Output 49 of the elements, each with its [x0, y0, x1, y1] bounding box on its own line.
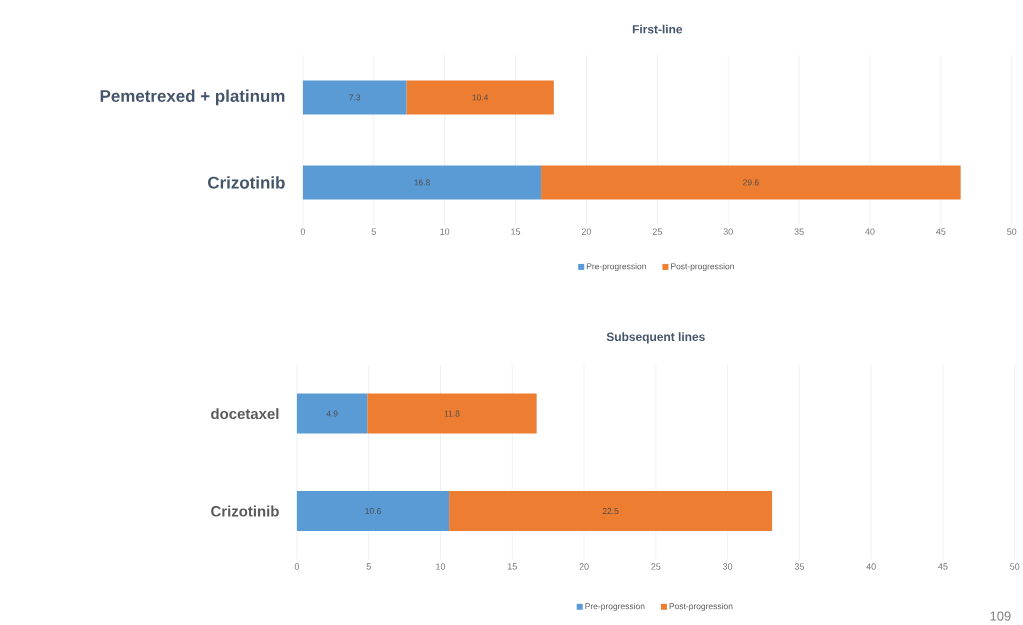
x-tick-label: 40	[866, 563, 876, 570]
x-tick-label: 20	[579, 563, 589, 570]
chart-title: First-line	[632, 24, 683, 34]
bar	[302, 80, 407, 115]
x-tick-label: 35	[794, 563, 804, 570]
data-label: 7.3	[349, 94, 361, 101]
y-tick-label: docetaxel	[211, 408, 279, 420]
x-tick-label: 10	[440, 228, 450, 235]
bar	[406, 80, 554, 115]
legend-label: Pre-progression	[585, 603, 645, 611]
x-tick-label: 40	[865, 228, 875, 235]
data-label: 11.8	[444, 410, 460, 417]
x-tick-label: 45	[938, 563, 948, 570]
data-label: 29.6	[743, 179, 759, 186]
legend-label: Post-progression	[669, 603, 733, 611]
bar	[367, 393, 537, 434]
x-tick-label: 20	[581, 228, 592, 235]
bar	[302, 165, 542, 200]
x-tick-label: 0	[300, 228, 306, 235]
x-tick-label: 25	[651, 563, 661, 570]
chart-title: Subsequent lines	[606, 332, 705, 344]
data-label: 4.9	[326, 410, 338, 417]
bar	[296, 491, 450, 532]
y-tick-label: Crizotinib	[211, 505, 279, 517]
legend-label: Post-progression	[671, 263, 734, 272]
x-tick-label: 15	[511, 228, 521, 235]
data-label: 10.6	[365, 508, 381, 515]
bar	[449, 491, 773, 532]
legend-label: Pre-progression	[586, 263, 646, 272]
x-tick-label: 10	[436, 563, 446, 570]
x-tick-label: 50	[1010, 563, 1020, 570]
bar	[541, 165, 961, 200]
x-tick-label: 50	[1007, 228, 1017, 235]
x-tick-label: 25	[652, 228, 662, 235]
y-tick-label: Crizotinib	[208, 176, 285, 189]
text: 109	[990, 611, 1011, 621]
y-tick-label: Pemetrexed + platinum	[100, 89, 285, 106]
x-tick-label: 30	[722, 563, 733, 570]
x-tick-label: 5	[366, 563, 371, 570]
x-tick-label: 30	[723, 228, 733, 235]
data-label: 22.5	[602, 508, 619, 515]
data-label: 10.4	[472, 94, 489, 101]
x-tick-label: 35	[794, 228, 804, 235]
x-tick-label: 5	[371, 228, 376, 235]
x-tick-label: 15	[507, 563, 517, 570]
x-tick-label: 45	[936, 228, 946, 235]
data-label: 16.8	[414, 179, 430, 186]
bar	[296, 393, 368, 434]
x-tick-label: 0	[294, 563, 300, 570]
